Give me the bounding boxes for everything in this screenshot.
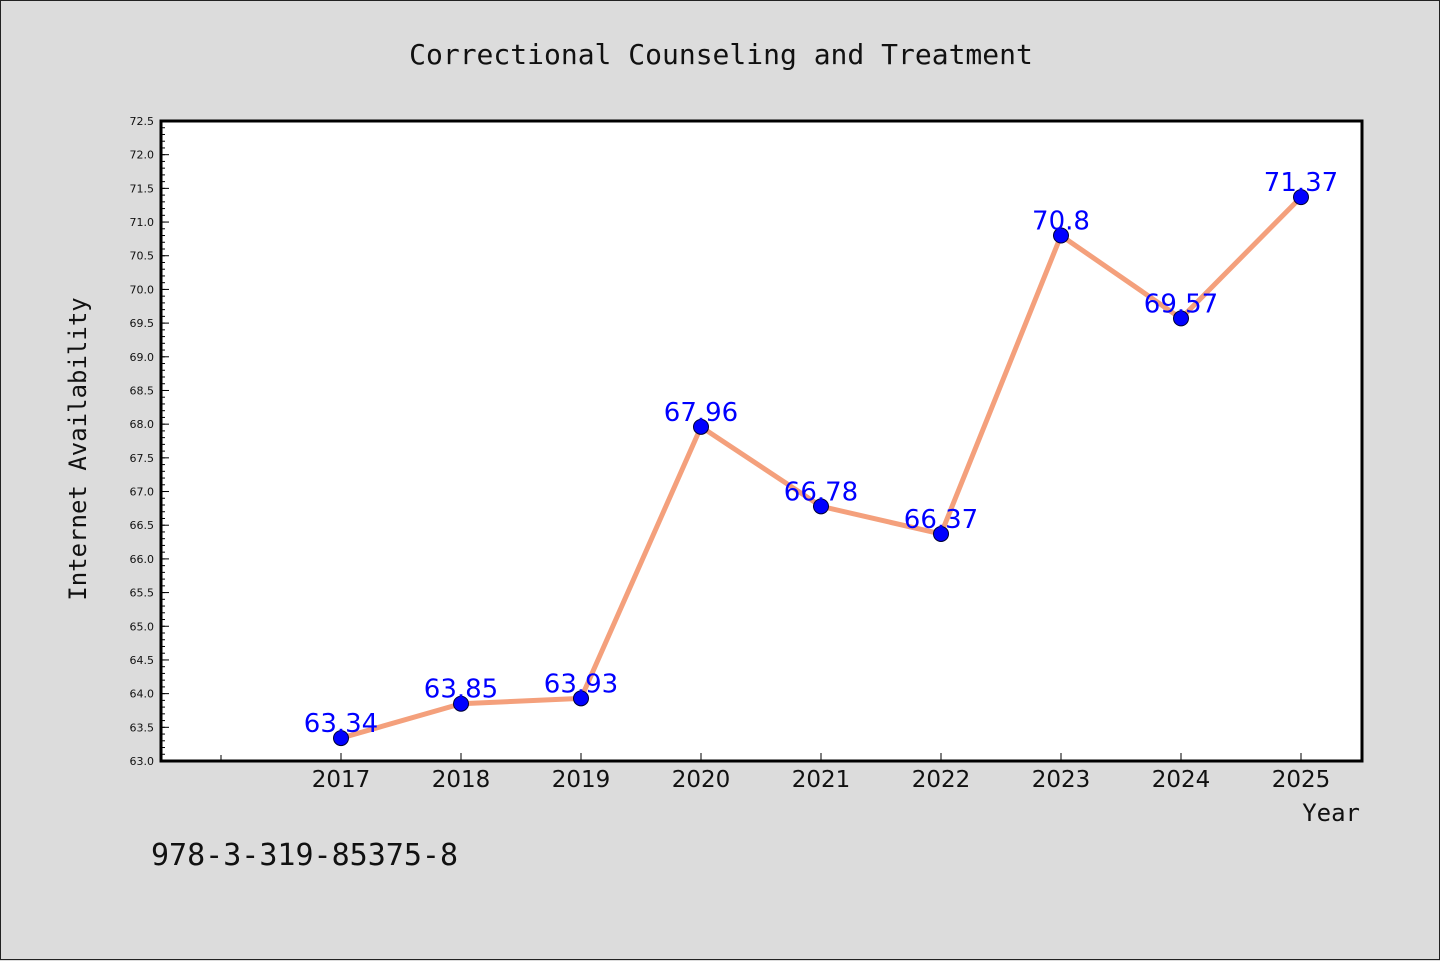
- y-tick-label: 72.5: [130, 115, 155, 128]
- y-tick-label: 67.0: [130, 486, 155, 499]
- data-point: [333, 730, 349, 747]
- y-axis-label: Internet Availability: [64, 297, 92, 600]
- y-tick-label: 69.0: [130, 351, 155, 364]
- y-tick-label: 70.0: [130, 283, 155, 296]
- y-tick-label: 70.5: [130, 250, 155, 263]
- y-tick-label: 71.5: [130, 182, 155, 195]
- data-point: [1293, 189, 1309, 206]
- y-tick-label: 66.5: [130, 519, 155, 532]
- y-tick-label: 65.5: [130, 587, 155, 600]
- data-label: 71.37: [1264, 168, 1338, 198]
- data-label: 66.78: [784, 477, 858, 507]
- x-tick-label: 2019: [552, 767, 611, 793]
- data-point: [573, 690, 589, 707]
- data-label: 67.96: [664, 398, 738, 428]
- data-point: [1173, 310, 1189, 327]
- x-tick-label: 2024: [1152, 767, 1211, 793]
- data-label: 63.93: [544, 669, 618, 699]
- y-tick-label: 68.5: [130, 384, 155, 397]
- plot-area: [161, 121, 1362, 761]
- data-label: 63.34: [304, 709, 378, 739]
- x-tick-label: 2017: [312, 767, 371, 793]
- y-tick-label: 72.0: [130, 149, 155, 162]
- x-axis: 2017 2018 2019 2020 2021 2022 2023 2024 2025: [220, 753, 1331, 793]
- x-tick-label: 2023: [1032, 767, 1091, 793]
- y-tick-label: 65.0: [130, 620, 155, 633]
- y-tick-label: 63.0: [130, 755, 155, 768]
- y-tick-label: 63.5: [130, 721, 155, 734]
- y-tick-label: 69.5: [130, 317, 155, 330]
- x-tick-label: 2021: [792, 767, 851, 793]
- y-tick-label: 66.0: [130, 553, 155, 566]
- y-axis: 63.0 63.5 64.0 64.5 65.0 65.5 66.0 66.5 67.0 67.5…: [130, 115, 169, 768]
- data-label: 63.85: [424, 675, 498, 705]
- y-tick-label: 68.0: [130, 418, 155, 431]
- plot-border: [159, 119, 1364, 763]
- data-labels: 63.34 63.85 63.93 67.96 66.78 66.37 70.8 69.57 7…: [304, 168, 1338, 739]
- chart-title: Correctional Counseling and Treatment: [409, 38, 1033, 71]
- isbn-footnote: 978-3-319-85375-8: [151, 838, 458, 873]
- y-tick-label: 64.0: [130, 688, 155, 701]
- data-point: [933, 525, 949, 542]
- x-tick-label: 2022: [912, 767, 971, 793]
- data-label: 70.8: [1032, 207, 1090, 237]
- y-tick-label: 64.5: [130, 654, 155, 667]
- series-line-group: [333, 189, 1309, 747]
- x-tick-label: 2020: [672, 767, 731, 793]
- data-point: [453, 695, 469, 712]
- x-tick-label: 2018: [432, 767, 491, 793]
- y-tick-label: 67.5: [130, 452, 155, 465]
- y-tick-label: 71.0: [130, 216, 155, 229]
- x-axis-label: Year: [1302, 799, 1360, 827]
- x-tick-label: 2025: [1272, 767, 1331, 793]
- data-point: [1053, 227, 1069, 244]
- data-label: 69.57: [1144, 289, 1218, 319]
- data-point: [813, 498, 829, 515]
- data-label: 66.37: [904, 505, 978, 535]
- data-point: [693, 418, 709, 435]
